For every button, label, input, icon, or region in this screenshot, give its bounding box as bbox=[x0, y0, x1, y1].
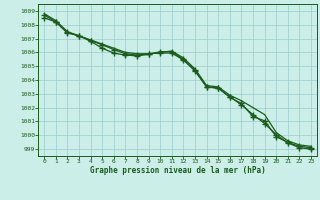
X-axis label: Graphe pression niveau de la mer (hPa): Graphe pression niveau de la mer (hPa) bbox=[90, 166, 266, 175]
